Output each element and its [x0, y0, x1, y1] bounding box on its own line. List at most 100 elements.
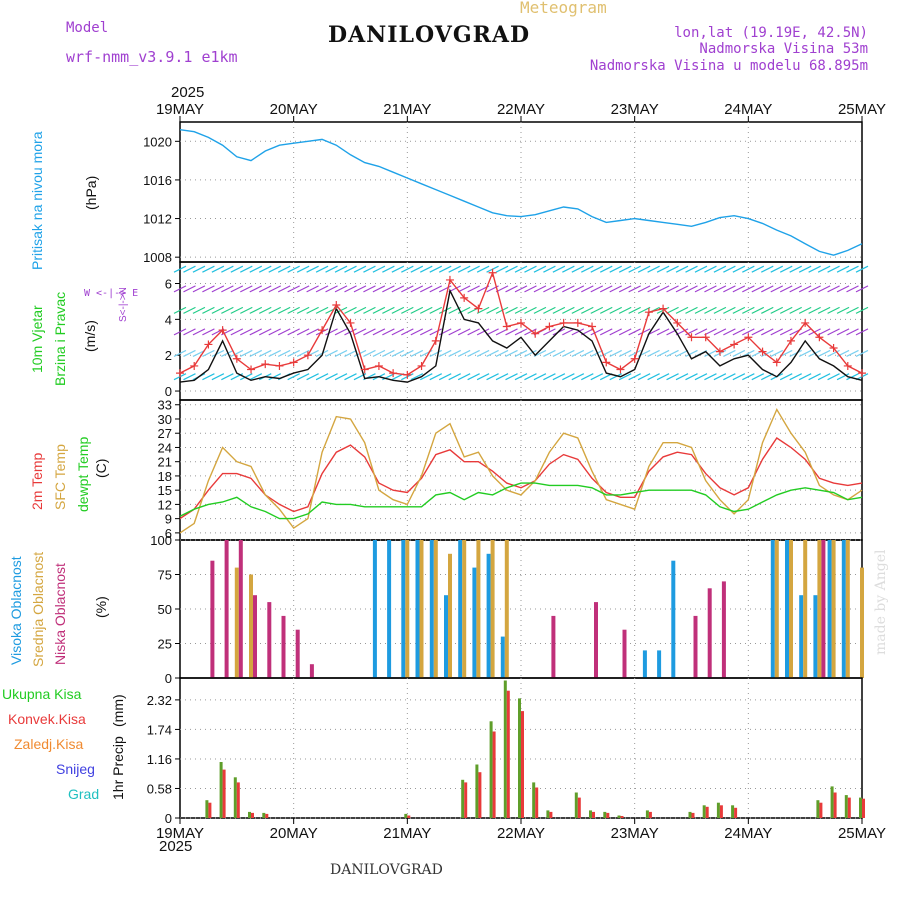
wind-arrow	[429, 265, 443, 273]
wind-arrow	[562, 349, 575, 357]
wind-arrow	[779, 306, 793, 314]
bar-precipitation-0	[489, 721, 493, 818]
wind-arrow	[183, 373, 196, 381]
wind-arrow	[808, 306, 821, 314]
wind-arrow	[438, 285, 452, 293]
gust-marker	[559, 318, 568, 327]
gust-marker	[815, 333, 824, 342]
bar-clouds-0	[372, 540, 377, 678]
wind-arrow	[249, 306, 263, 314]
wind-arrow	[562, 328, 575, 336]
wind-arrow	[571, 285, 585, 293]
bar-precipitation-0	[503, 680, 507, 818]
gust-marker	[303, 351, 312, 360]
wind-arrow	[258, 285, 272, 293]
bar-precipitation-0	[518, 698, 521, 818]
wind-arrow	[372, 265, 386, 273]
wind-arrow	[391, 285, 405, 293]
wind-arrow	[666, 373, 679, 381]
x-tick-label-bottom: 19MAY	[156, 825, 204, 842]
y-tick-label: 21	[158, 455, 172, 470]
wind-arrow	[836, 328, 850, 336]
bar-clouds-0	[415, 540, 420, 678]
wind-arrow	[751, 265, 765, 273]
series-line-temperature-1	[179, 407, 863, 534]
wind-arrow	[770, 349, 784, 357]
wind-arrow	[836, 306, 850, 314]
bar-precipitation-1	[492, 731, 496, 818]
wind-arrow	[438, 349, 452, 357]
wind-arrow	[514, 373, 528, 381]
wind-arrow	[656, 328, 670, 336]
wind-arrow	[732, 306, 746, 314]
year-bottom: 2025	[159, 838, 193, 855]
bar-clouds-1	[845, 540, 850, 678]
wind-arrow	[353, 306, 367, 314]
wind-arrow	[211, 373, 225, 381]
wind-arrow	[855, 349, 869, 357]
wind-arrow	[202, 306, 215, 314]
wind-arrow	[713, 373, 727, 381]
bar-precipitation-1	[506, 690, 510, 818]
wind-arrow	[382, 306, 395, 314]
wind-arrow	[761, 328, 774, 336]
bar-clouds-0	[387, 540, 392, 678]
wind-arrow	[268, 285, 281, 293]
x-tick-label-top: 21MAY	[383, 101, 431, 118]
wind-arrow	[732, 328, 746, 336]
bar-precipitation-0	[645, 810, 649, 818]
wind-arrow	[533, 373, 547, 381]
wind-arrow	[552, 373, 566, 381]
wind-arrow	[732, 265, 746, 273]
y-tick-label: 4	[165, 312, 172, 327]
wind-arrow	[325, 349, 338, 357]
wind-arrow	[410, 306, 424, 314]
wind-arrow	[514, 349, 528, 357]
bar-precipitation-1	[620, 816, 624, 818]
wind-arrow	[240, 349, 253, 357]
wind-arrow	[590, 285, 604, 293]
bar-precipitation-1	[606, 812, 610, 818]
gust-marker	[786, 336, 795, 345]
bar-clouds-1	[433, 540, 438, 678]
wind-arrow	[694, 285, 708, 293]
bar-precipitation-0	[844, 795, 848, 818]
wind-arrow	[211, 349, 225, 357]
wind-arrow	[581, 306, 594, 314]
wind-arrow	[183, 306, 196, 314]
wind-arrow	[761, 349, 774, 357]
gust-marker	[616, 365, 625, 374]
wind-arrow	[401, 328, 414, 336]
wind-arrow	[789, 265, 802, 273]
wind-arrow	[457, 265, 471, 273]
bar-clouds-0	[486, 553, 491, 678]
wind-arrow	[618, 265, 632, 273]
gust-marker	[701, 333, 710, 342]
wind-arrow	[353, 265, 367, 273]
wind-arrow	[476, 373, 490, 381]
wind-arrow	[429, 349, 443, 357]
gust-marker	[758, 347, 767, 356]
wind-arrow	[401, 265, 414, 273]
gust-marker	[460, 293, 469, 302]
wind-arrow	[372, 285, 386, 293]
altitude-text: Nadmorska Visina 53m	[699, 41, 868, 57]
wind-arrow	[647, 265, 660, 273]
y-tick-label: 24	[158, 440, 172, 455]
wind-arrow	[448, 265, 461, 273]
gust-marker	[602, 358, 611, 367]
wind-arrow	[277, 285, 291, 293]
bar-precipitation-1	[521, 711, 524, 818]
gust-marker	[588, 322, 597, 331]
wind-arrow	[827, 265, 840, 273]
wind-arrow	[334, 265, 348, 273]
wind-arrow	[609, 265, 622, 273]
wind-arrow	[855, 285, 869, 293]
y-tick-label: 9	[165, 512, 172, 527]
wind-arrow	[694, 306, 708, 314]
wind-arrow	[240, 328, 253, 336]
wind-arrow	[173, 285, 187, 293]
wind-arrow	[751, 328, 765, 336]
wind-arrow	[410, 349, 424, 357]
gust-marker	[829, 344, 838, 353]
